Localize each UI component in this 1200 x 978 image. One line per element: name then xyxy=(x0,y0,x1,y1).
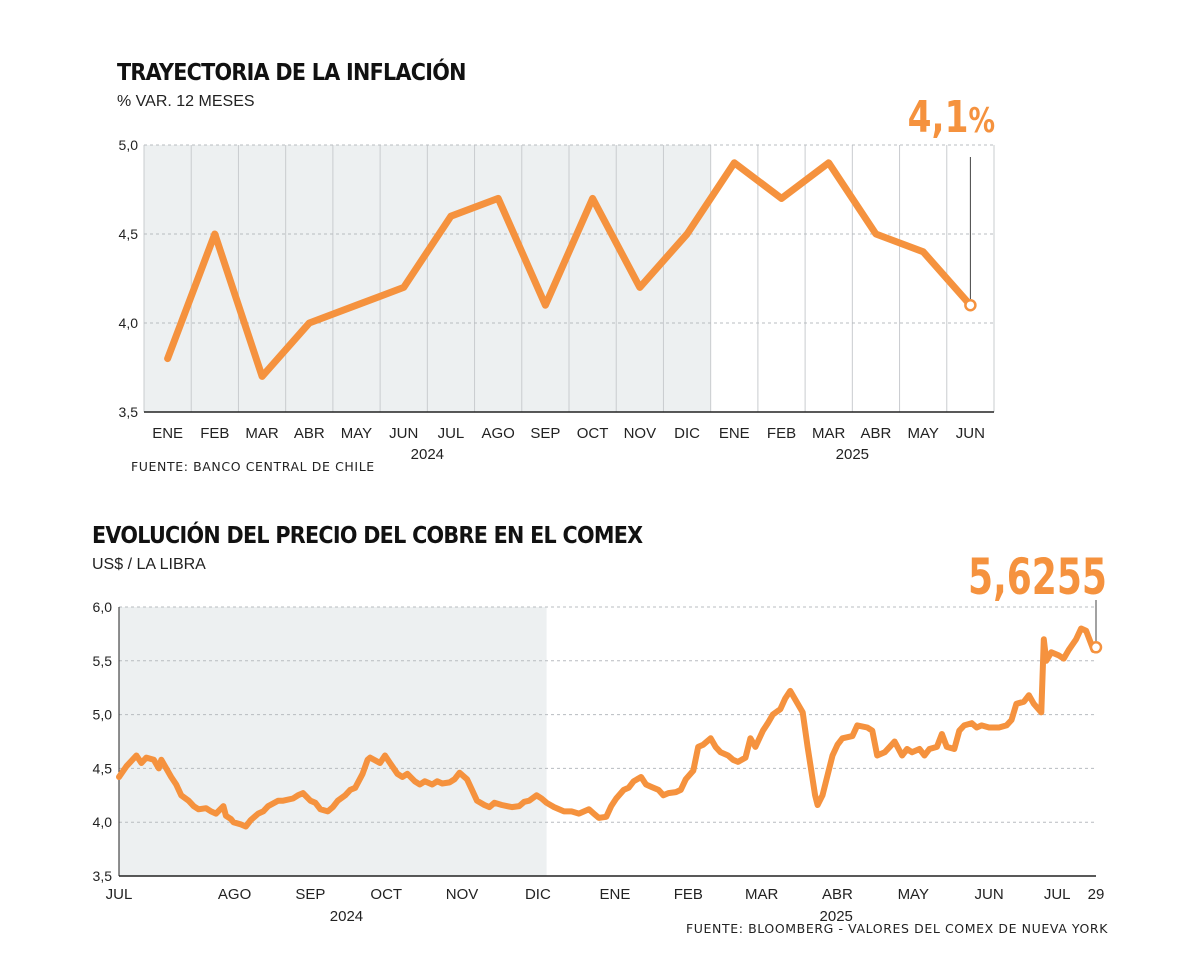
x-tick-label: ENE xyxy=(600,886,631,903)
y-tick-label: 5,0 xyxy=(93,707,113,723)
x-tick-label: SEP xyxy=(530,425,560,442)
x-tick-label: ABR xyxy=(294,425,325,442)
inflation-highlight-number: 4,1 xyxy=(907,92,969,143)
x-tick-label: SEP xyxy=(295,886,325,903)
copper-series-line xyxy=(116,625,1099,830)
x-tick-label: ABR xyxy=(861,425,892,442)
inflation-chart-title: TRAYECTORIA DE LA INFLACIÓN xyxy=(117,60,466,86)
last-value-marker xyxy=(964,298,977,312)
x-tick-label: NOV xyxy=(624,425,657,442)
x-tick-label: MAR xyxy=(745,886,779,903)
copper-highlight-value: 5,6255 xyxy=(968,548,1107,606)
x-tick-label: JUL xyxy=(1044,886,1071,903)
last-value-marker xyxy=(1089,641,1103,654)
x-tick-label: DIC xyxy=(525,886,551,903)
y-tick-label: 6,0 xyxy=(93,599,113,615)
x-tick-label: NOV xyxy=(446,886,479,903)
x-tick-label: FEB xyxy=(674,886,703,903)
x-tick-label: JUN xyxy=(956,425,985,442)
x-tick-label: AGO xyxy=(218,886,251,903)
inflation-chart-subtitle: % VAR. 12 MESES xyxy=(117,93,255,110)
y-tick-label: 4,5 xyxy=(93,760,113,776)
year-label: 2024 xyxy=(330,908,363,925)
y-tick-label: 5,5 xyxy=(93,653,113,669)
inflation-highlight-value: 4,1% xyxy=(908,92,995,143)
y-tick-label: 3,5 xyxy=(119,404,139,420)
year-label: 2024 xyxy=(411,446,444,463)
x-tick-label: JUN xyxy=(975,886,1004,903)
y-tick-label: 4,5 xyxy=(119,226,139,242)
x-tick-label: MAR xyxy=(812,425,846,442)
x-tick-label: ABR xyxy=(822,886,853,903)
inflation-series-line xyxy=(164,159,974,380)
x-tick-label: JUL xyxy=(438,425,465,442)
year-label: 2025 xyxy=(820,908,853,925)
inflation-chart-source: FUENTE: BANCO CENTRAL DE CHILE xyxy=(131,459,375,474)
copper-chart-subtitle: US$ / LA LIBRA xyxy=(92,556,206,573)
x-tick-label: FEB xyxy=(200,425,229,442)
y-tick-label: 4,0 xyxy=(119,315,139,331)
x-tick-label: OCT xyxy=(577,425,609,442)
x-tick-label: MAY xyxy=(898,886,929,903)
x-tick-label: 29 xyxy=(1088,886,1105,903)
copper-chart-title: EVOLUCIÓN DEL PRECIO DEL COBRE EN EL COM… xyxy=(92,523,643,549)
x-tick-label: ENE xyxy=(152,425,183,442)
x-tick-label: ENE xyxy=(719,425,750,442)
y-tick-label: 3,5 xyxy=(93,868,113,884)
y-tick-label: 4,0 xyxy=(93,814,113,830)
x-tick-label: MAR xyxy=(245,425,279,442)
x-tick-label: JUL xyxy=(106,886,133,903)
x-tick-label: FEB xyxy=(767,425,796,442)
x-tick-label: DIC xyxy=(674,425,700,442)
inflation-highlight-unit: % xyxy=(968,101,995,141)
copper-chart-source: FUENTE: BLOOMBERG - VALORES DEL COMEX DE… xyxy=(685,921,1108,936)
x-tick-label: JUN xyxy=(389,425,418,442)
x-tick-label: AGO xyxy=(481,425,514,442)
x-tick-label: MAY xyxy=(341,425,372,442)
shaded-period-2024 xyxy=(119,607,547,876)
x-tick-label: OCT xyxy=(370,886,402,903)
y-tick-label: 5,0 xyxy=(119,137,139,153)
x-tick-label: MAY xyxy=(907,425,938,442)
year-label: 2025 xyxy=(836,446,869,463)
